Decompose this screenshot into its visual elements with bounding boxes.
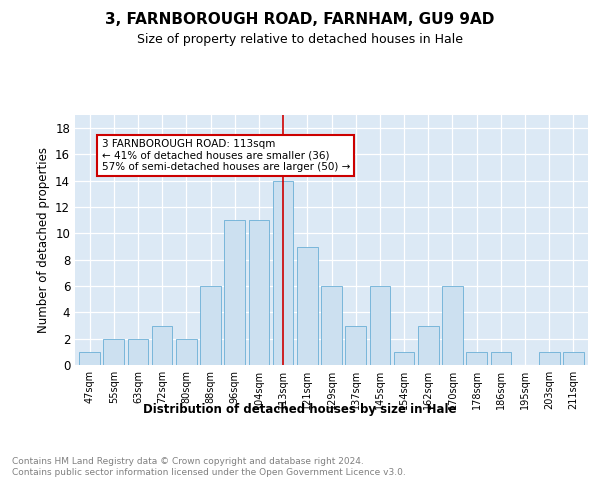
Bar bbox=[297, 246, 317, 365]
Bar bbox=[442, 286, 463, 365]
Text: 3 FARNBOROUGH ROAD: 113sqm
← 41% of detached houses are smaller (36)
57% of semi: 3 FARNBOROUGH ROAD: 113sqm ← 41% of deta… bbox=[101, 138, 350, 172]
Bar bbox=[152, 326, 172, 365]
Y-axis label: Number of detached properties: Number of detached properties bbox=[37, 147, 50, 333]
Text: Contains HM Land Registry data © Crown copyright and database right 2024.
Contai: Contains HM Land Registry data © Crown c… bbox=[12, 458, 406, 477]
Bar bbox=[563, 352, 584, 365]
Bar bbox=[491, 352, 511, 365]
Bar bbox=[248, 220, 269, 365]
Bar bbox=[103, 338, 124, 365]
Bar bbox=[321, 286, 342, 365]
Bar bbox=[79, 352, 100, 365]
Bar bbox=[176, 338, 197, 365]
Bar bbox=[200, 286, 221, 365]
Bar bbox=[394, 352, 415, 365]
Text: Distribution of detached houses by size in Hale: Distribution of detached houses by size … bbox=[143, 402, 457, 415]
Bar bbox=[370, 286, 390, 365]
Text: Size of property relative to detached houses in Hale: Size of property relative to detached ho… bbox=[137, 32, 463, 46]
Bar bbox=[273, 181, 293, 365]
Text: 3, FARNBOROUGH ROAD, FARNHAM, GU9 9AD: 3, FARNBOROUGH ROAD, FARNHAM, GU9 9AD bbox=[106, 12, 494, 28]
Bar bbox=[346, 326, 366, 365]
Bar bbox=[128, 338, 148, 365]
Bar bbox=[539, 352, 560, 365]
Bar bbox=[224, 220, 245, 365]
Bar bbox=[466, 352, 487, 365]
Bar bbox=[418, 326, 439, 365]
